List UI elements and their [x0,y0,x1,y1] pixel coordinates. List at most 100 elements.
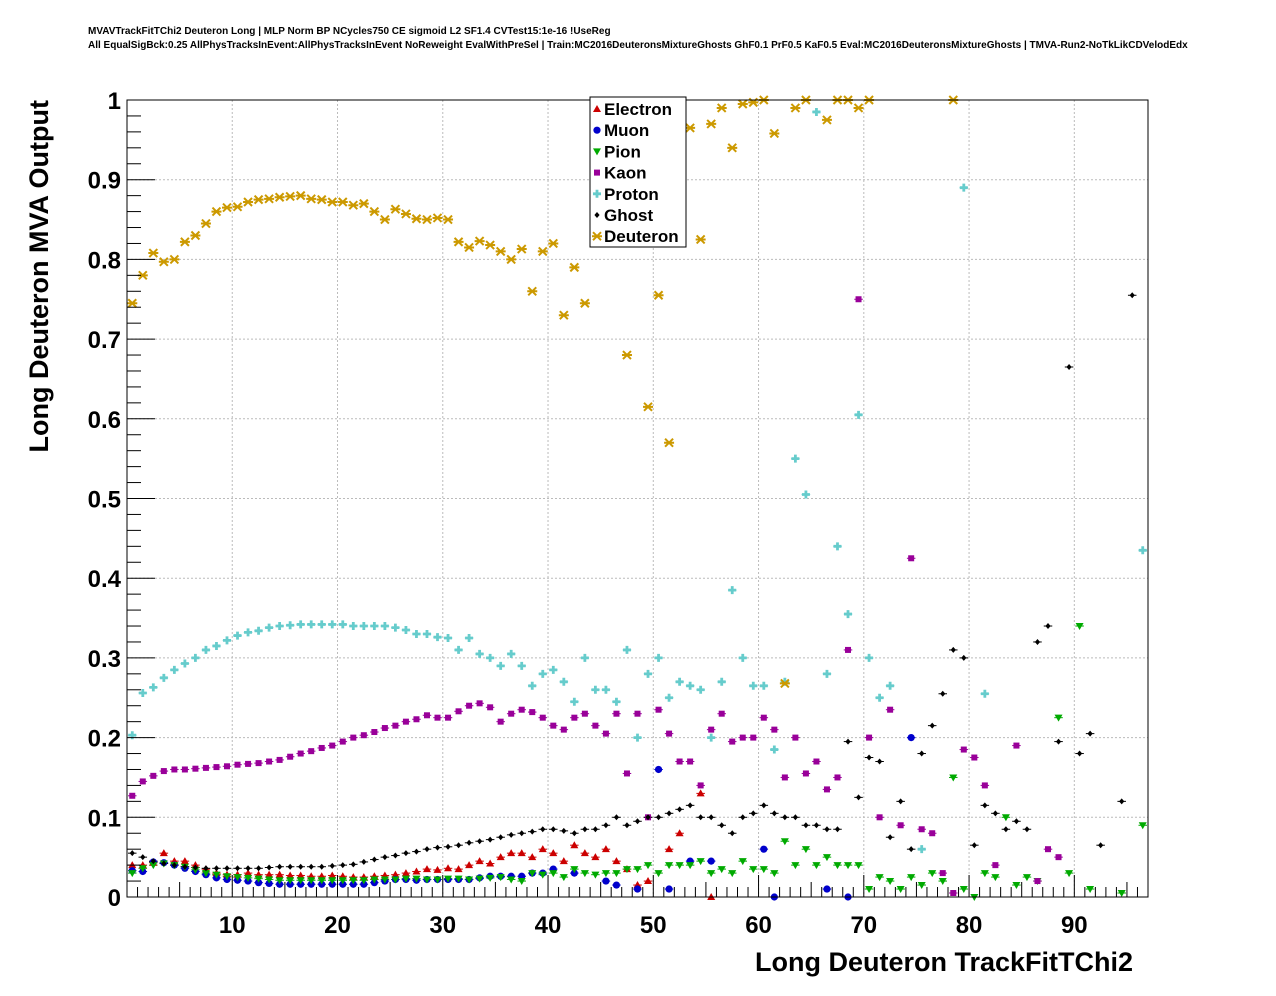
y-tick-label: 0.6 [88,407,121,434]
pion-point [917,882,926,890]
proton-point [380,622,389,631]
deuteron-point [190,230,201,241]
ghost-point [1076,750,1083,757]
proton-point [454,645,463,654]
kaon-point [139,778,146,785]
deuteron-point [400,209,411,219]
pion-point [475,875,484,883]
electron-point [612,857,621,865]
pion-point [865,886,874,894]
pion-point [338,877,347,885]
deuteron-point [253,194,264,205]
kaon-point [129,792,136,799]
kaon-point [381,725,388,732]
proton-point [401,626,410,635]
deuteron-point [695,234,706,245]
muon-point [633,885,642,893]
pion-point [1075,623,1084,631]
deuteron-point [485,240,496,250]
ghost-point [771,810,777,817]
proton-point [159,673,168,682]
kaon-point [950,890,957,897]
proton-point [328,620,337,629]
pion-point [738,858,747,866]
proton-point [686,681,695,690]
proton-point [580,653,589,662]
proton-point [538,669,547,678]
grid-lines [127,100,1148,897]
kaon-point [329,742,336,749]
proton-point [244,628,253,637]
pion-point [149,862,158,870]
ghost-point [792,814,798,821]
kaon-point [823,786,830,793]
kaon-point [845,646,852,653]
proton-point [865,653,874,662]
proton-point [307,620,316,629]
legend-marker-ghost [594,212,600,218]
pion-point [928,870,937,878]
kaon-point [971,754,978,761]
legend: Electron Muon Pion Kaon Proton Ghost Deuteron [589,96,687,248]
proton-point [959,183,968,192]
ghost-point [161,860,167,867]
kaon-point [350,734,357,741]
ghost-point [340,862,346,869]
tick-labels: 10 20 30 40 50 60 70 80 90 0 0.1 0.2 0.3 0.4 0.5 0.6 0.7… [88,88,1088,939]
ghost-point [445,843,451,850]
pion-point [422,876,431,884]
proton-point [780,677,789,686]
pion-point [717,866,726,874]
proton-point [170,665,179,674]
kaon-point [255,760,262,767]
legend-marker-deuteron [592,231,602,241]
electron-point [159,849,168,857]
kaon-point [992,862,999,869]
proton-point [886,681,895,690]
electron-point [275,870,284,878]
pion-point [749,866,758,874]
ghost-point [561,827,567,834]
proton-point [749,681,758,690]
x-tick-label: 20 [324,912,351,939]
proton-point [286,621,295,630]
legend-label-pion: Pion [604,142,641,161]
proton-point [422,629,431,638]
deuteron-point [421,214,432,225]
ghost-point [1013,818,1020,825]
legend-marker-kaon [594,169,600,176]
kaon-point [213,764,220,771]
kaon-point [171,766,178,773]
ghost-point [255,865,262,872]
deuteron-point [179,237,190,247]
electron-point [412,867,421,875]
electron-point [580,849,589,857]
ghost-point [129,850,135,857]
pion-point [675,862,684,870]
proton-point [222,636,231,645]
y-tick-label: 0 [108,885,121,912]
kaon-point [455,708,462,715]
kaon-point [655,706,662,713]
ghost-point [140,854,146,861]
pion-point [370,876,379,884]
kaon-point [234,761,241,768]
ghost-point [592,826,598,833]
muon-point [823,885,831,893]
electron-point [454,865,463,873]
pion-point [812,862,821,870]
y-tick-label: 0.7 [88,327,121,354]
kaon-point [266,758,273,765]
kaon-point [634,710,641,717]
pion-point [896,886,905,894]
muon-point [760,845,768,853]
pion-point [1012,882,1021,890]
pion-point [644,862,653,870]
ghost-point [287,863,293,870]
kaon-point [802,770,809,777]
ghost-point [203,865,209,872]
ghost-point [687,802,693,809]
kaon-point [192,765,199,772]
electron-point [244,869,253,877]
ghost-point [540,826,546,833]
